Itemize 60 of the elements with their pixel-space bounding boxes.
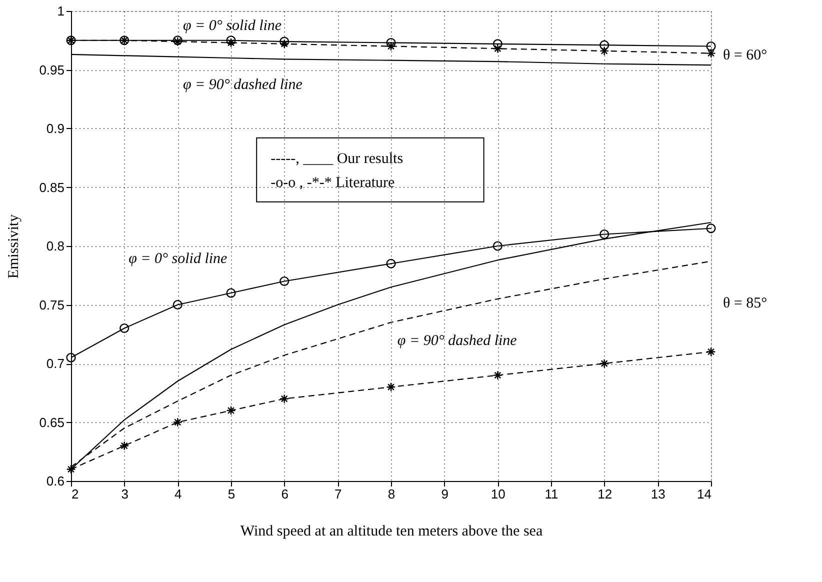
- y-tick-label: 0.95: [39, 62, 64, 78]
- point: [226, 38, 236, 48]
- point: [386, 41, 396, 52]
- x-tick-label: 12: [598, 486, 612, 502]
- text: θ = 60°: [723, 48, 768, 64]
- point: [600, 40, 610, 50]
- x-axis-title: Wind speed at an altitude ten meters above the sea: [240, 524, 543, 540]
- annotation: φ = 0° solid line: [128, 250, 228, 267]
- x-tick-label: 13: [650, 486, 666, 502]
- x-tick-label: 10: [490, 486, 506, 502]
- point: [706, 346, 716, 357]
- y-tick-label: 0.6: [46, 474, 64, 488]
- point: [280, 276, 290, 286]
- y-tick-label: 0.85: [39, 180, 64, 195]
- text: θ = 85°: [723, 295, 768, 312]
- point: [600, 46, 610, 56]
- point: [386, 258, 396, 268]
- y-tick-label: 0.8: [46, 238, 64, 254]
- point: [706, 48, 716, 58]
- x-tick-label: 14: [697, 486, 712, 502]
- x-tick-label: 8: [388, 486, 396, 502]
- point: [226, 406, 236, 416]
- point: [226, 36, 236, 46]
- x-tick-label: 5: [228, 486, 236, 502]
- point: [120, 440, 130, 451]
- x-tick-label: 2: [72, 486, 79, 502]
- x-tick-label: 4: [174, 486, 182, 502]
- point: [386, 38, 396, 48]
- y-tick-label: 0.9: [46, 121, 64, 136]
- point: [492, 370, 502, 380]
- point: [600, 229, 610, 240]
- x-tick-label: 11: [544, 486, 558, 502]
- y-axis-title: Emissivity: [6, 214, 22, 279]
- annotation: φ = 0° solid line: [183, 18, 282, 34]
- point: [706, 224, 716, 234]
- x-tick-label: 7: [334, 486, 342, 502]
- point: [280, 36, 290, 46]
- point: [172, 300, 182, 310]
- y-tick-label: 0.75: [39, 297, 64, 312]
- y-tick-label: 0.65: [39, 414, 64, 430]
- x-tick-label: 3: [121, 486, 128, 502]
- x-tick-label: 6: [281, 486, 288, 502]
- annotation: φ = 90° dashed line: [397, 333, 518, 349]
- point: [226, 288, 236, 298]
- x-tick-label: 9: [441, 486, 448, 502]
- point: [280, 39, 290, 49]
- y-tick-label: 1: [57, 4, 64, 18]
- annotation: -----, ____ Our results: [270, 150, 404, 167]
- annotation: φ = 90° dashed line: [183, 76, 303, 93]
- point: [172, 417, 182, 428]
- point: [66, 352, 76, 362]
- point: [492, 241, 502, 251]
- point: [66, 464, 76, 474]
- point: [386, 382, 396, 392]
- y-tick-label: 0.7: [46, 356, 64, 371]
- point: [280, 394, 290, 404]
- point: [706, 41, 716, 52]
- point: [120, 323, 130, 334]
- point: [600, 358, 610, 368]
- annotation: -o-o , -*-* Literature: [270, 174, 396, 191]
